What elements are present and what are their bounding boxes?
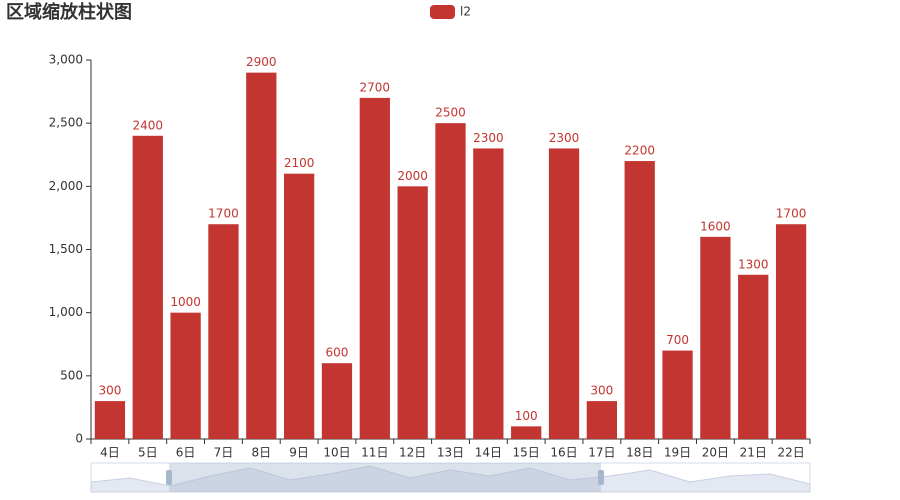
chart-title: 区域缩放柱状图 (6, 1, 132, 23)
x-tick-label: 15日 (513, 446, 540, 460)
x-tick-label: 22日 (777, 446, 804, 460)
y-tick-label: 2,500 (49, 116, 83, 130)
bar (397, 186, 428, 439)
x-tick-label: 9日 (289, 446, 309, 460)
legend-swatch[interactable] (430, 5, 455, 19)
bar (321, 363, 353, 439)
value-label: 300 (590, 384, 613, 398)
x-tick-label: 5日 (138, 446, 158, 460)
value-label: 2100 (284, 156, 315, 170)
value-label: 700 (666, 333, 689, 347)
bar (170, 312, 201, 439)
value-label: 2000 (397, 169, 428, 183)
y-tick-label: 0 (75, 432, 83, 446)
y-tick-label: 1,500 (49, 242, 83, 256)
bar (132, 135, 163, 440)
y-tick-label: 500 (60, 368, 83, 382)
data-zoom[interactable] (90, 462, 811, 493)
value-label: 1300 (738, 257, 769, 271)
x-tick-label: 8日 (251, 446, 271, 460)
x-tick-label: 20日 (702, 446, 729, 460)
x-tick-label: 16日 (550, 446, 577, 460)
value-label: 1000 (170, 295, 201, 309)
zoom-handle-left[interactable] (166, 470, 172, 485)
value-label: 2700 (360, 80, 391, 94)
x-tick-label: 12日 (399, 446, 426, 460)
x-tick-label: 19日 (664, 446, 691, 460)
bar (435, 123, 466, 440)
value-label: 300 (98, 384, 121, 398)
y-tick-label: 1,000 (49, 305, 83, 319)
x-tick-label: 7日 (214, 446, 234, 460)
value-label: 2300 (549, 131, 580, 145)
bar (473, 148, 504, 439)
zoom-shadow (90, 465, 811, 493)
bar (548, 148, 580, 439)
value-label: 2400 (132, 118, 163, 132)
x-tick-label: 17日 (588, 446, 615, 460)
bar (359, 97, 390, 440)
y-tick-label: 2,000 (49, 179, 83, 193)
value-label: 2200 (624, 144, 655, 158)
bar (738, 274, 769, 439)
value-label: 2300 (473, 131, 504, 145)
bar (586, 401, 618, 439)
bar (511, 426, 542, 439)
value-label: 2500 (435, 106, 466, 120)
x-tick-label: 10日 (323, 446, 350, 460)
y-tick-label: 3,000 (49, 53, 83, 67)
x-tick-label: 14日 (475, 446, 502, 460)
x-tick-label: 13日 (437, 446, 464, 460)
x-tick-label: 18日 (626, 446, 653, 460)
value-label: 1600 (700, 219, 731, 233)
bar (94, 401, 126, 439)
value-label: 2900 (246, 55, 277, 69)
bar (246, 72, 277, 439)
x-tick-label: 4日 (100, 446, 120, 460)
x-tick-label: 21日 (740, 446, 767, 460)
value-label: 600 (326, 346, 349, 360)
bar (775, 224, 807, 439)
bar (624, 161, 655, 440)
bar (283, 173, 315, 439)
value-label: 1700 (208, 207, 239, 221)
value-label: 1700 (776, 207, 807, 221)
x-tick-label: 11日 (361, 446, 388, 460)
zoom-window[interactable] (169, 463, 601, 492)
value-label: 100 (515, 409, 538, 423)
zoom-handle-right[interactable] (598, 470, 604, 485)
bar (662, 350, 693, 439)
legend-label[interactable]: l2 (460, 5, 471, 19)
bar (208, 224, 239, 439)
x-tick-label: 6日 (176, 446, 196, 460)
bar (700, 236, 731, 439)
